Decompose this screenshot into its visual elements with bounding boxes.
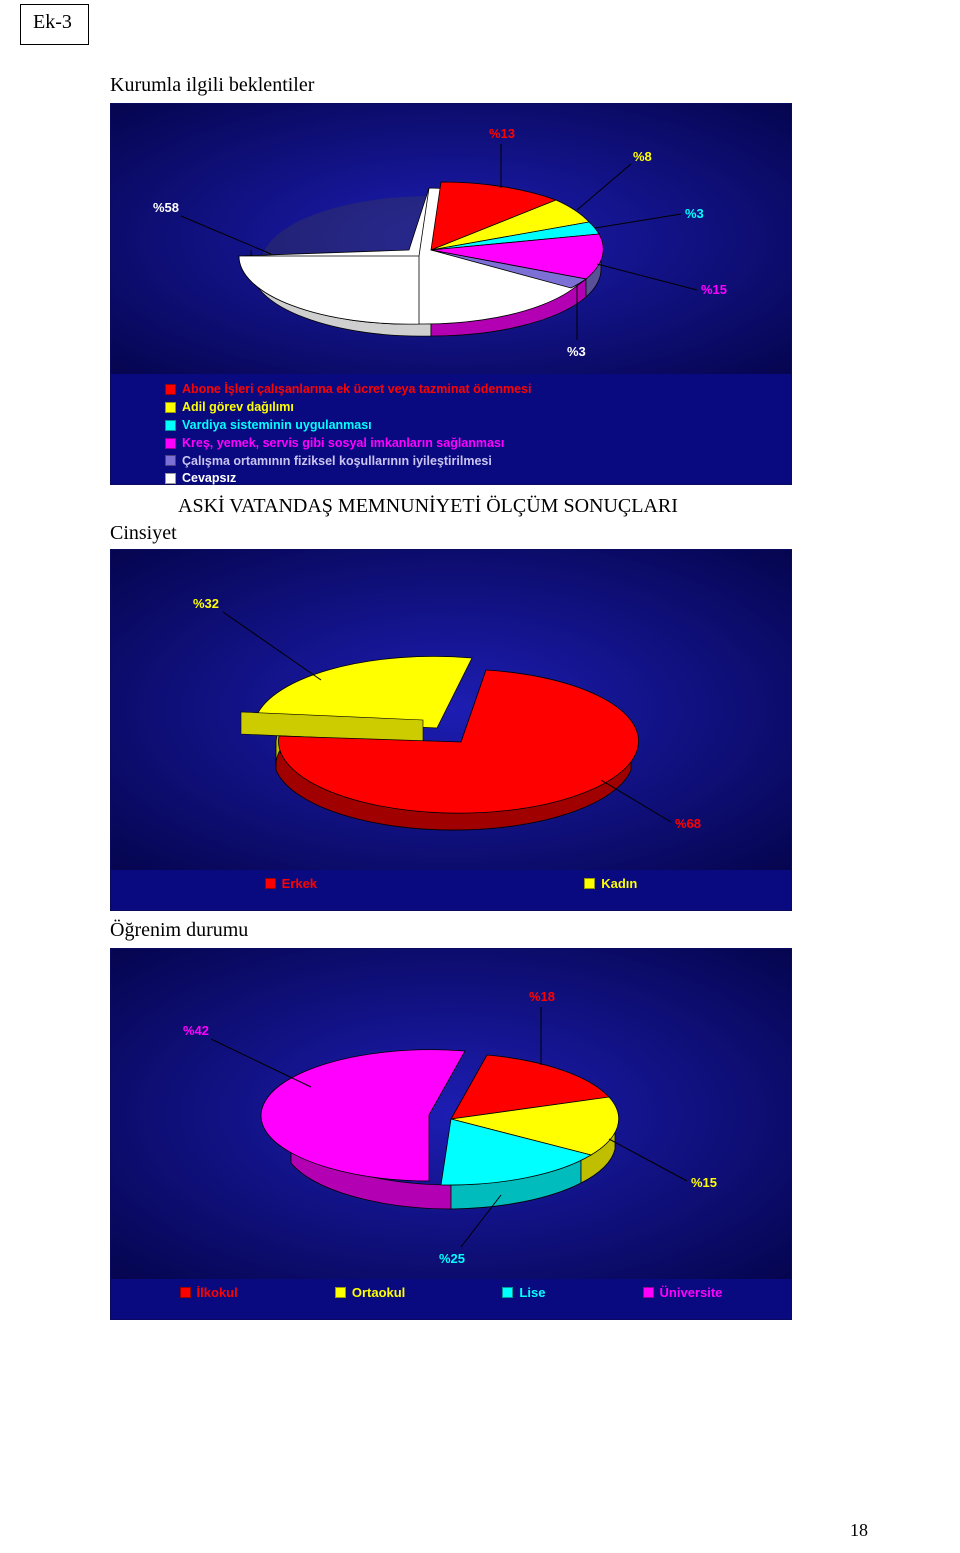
c3-label-15: %15 xyxy=(691,1175,717,1190)
legend-text: Abone İşleri çalışanlarına ek ücret veya… xyxy=(182,381,531,398)
section2-title: ASKİ VATANDAŞ MEMNUNİYETİ ÖLÇÜM SONUÇLAR… xyxy=(178,495,870,518)
c3-label-25: %25 xyxy=(439,1251,465,1266)
legend-item: Kreş, yemek, servis gibi sosyal imkanlar… xyxy=(165,435,773,452)
chart2-legend: Erkek Kadın xyxy=(111,870,791,903)
c1-label-15: %15 xyxy=(701,282,727,297)
legend-text: Çalışma ortamının fiziksel koşullarının … xyxy=(182,453,492,470)
section2-subtitle: Cinsiyet xyxy=(110,522,870,545)
chart3-legend: İlkokul Ortaokul Lise Üniversite xyxy=(111,1279,791,1312)
chart2-svg: %32 %68 xyxy=(111,550,791,870)
legend-text: Kadın xyxy=(601,876,637,891)
c3-label-18: %18 xyxy=(529,989,555,1004)
legend-text: İlkokul xyxy=(197,1285,238,1300)
legend-text: Lise xyxy=(519,1285,545,1300)
c1-label-13: %13 xyxy=(489,126,515,141)
chart1-frame: %13 %8 %3 %15 %3 %58 Abone İşleri çalışa… xyxy=(110,103,792,485)
chart3-frame: %18 %15 %25 %42 İlkokul Ortaokul Lise Ün… xyxy=(110,948,792,1320)
legend-text: Üniversite xyxy=(660,1285,723,1300)
legend-text: Ortaokul xyxy=(352,1285,405,1300)
section3-title: Öğrenim durumu xyxy=(110,919,870,942)
chart1-svg: %13 %8 %3 %15 %3 %58 xyxy=(111,104,791,374)
chart2-frame: %32 %68 Erkek Kadın xyxy=(110,549,792,911)
legend-text: Erkek xyxy=(282,876,317,891)
c2-label-32: %32 xyxy=(193,596,219,611)
c2-label-68: %68 xyxy=(675,816,701,831)
legend-text: Kreş, yemek, servis gibi sosyal imkanlar… xyxy=(182,435,504,452)
annex-label: Ek-3 xyxy=(33,11,72,33)
page-number: 18 xyxy=(850,1520,868,1541)
legend-item: Lise xyxy=(502,1285,545,1300)
legend-item: Üniversite xyxy=(643,1285,723,1300)
c1-label-8: %8 xyxy=(633,149,652,164)
legend-item: Erkek xyxy=(265,876,317,891)
legend-text: Adil görev dağılımı xyxy=(182,399,294,416)
legend-text: Cevapsız xyxy=(182,470,236,487)
c1-label-3a: %3 xyxy=(685,206,704,221)
legend-item: Ortaokul xyxy=(335,1285,405,1300)
page: Ek-3 Kurumla ilgili beklentiler xyxy=(0,0,960,1553)
c1-label-58: %58 xyxy=(153,200,179,215)
legend-item: Abone İşleri çalışanlarına ek ücret veya… xyxy=(165,381,773,398)
legend-item: Çalışma ortamının fiziksel koşullarının … xyxy=(165,453,773,470)
legend-item: Adil görev dağılımı xyxy=(165,399,773,416)
chart3-svg: %18 %15 %25 %42 xyxy=(111,949,791,1279)
legend-item: İlkokul xyxy=(180,1285,238,1300)
legend-text: Vardiya sisteminin uygulanması xyxy=(182,417,372,434)
c3-label-42: %42 xyxy=(183,1023,209,1038)
legend-item: Vardiya sisteminin uygulanması xyxy=(165,417,773,434)
legend-item: Cevapsız xyxy=(165,470,773,487)
section1-title: Kurumla ilgili beklentiler xyxy=(110,74,870,97)
chart1-legend: Abone İşleri çalışanlarına ek ücret veya… xyxy=(111,374,791,498)
legend-item: Kadın xyxy=(584,876,637,891)
annex-label-box: Ek-3 xyxy=(20,4,89,45)
c1-label-3b: %3 xyxy=(567,344,586,359)
